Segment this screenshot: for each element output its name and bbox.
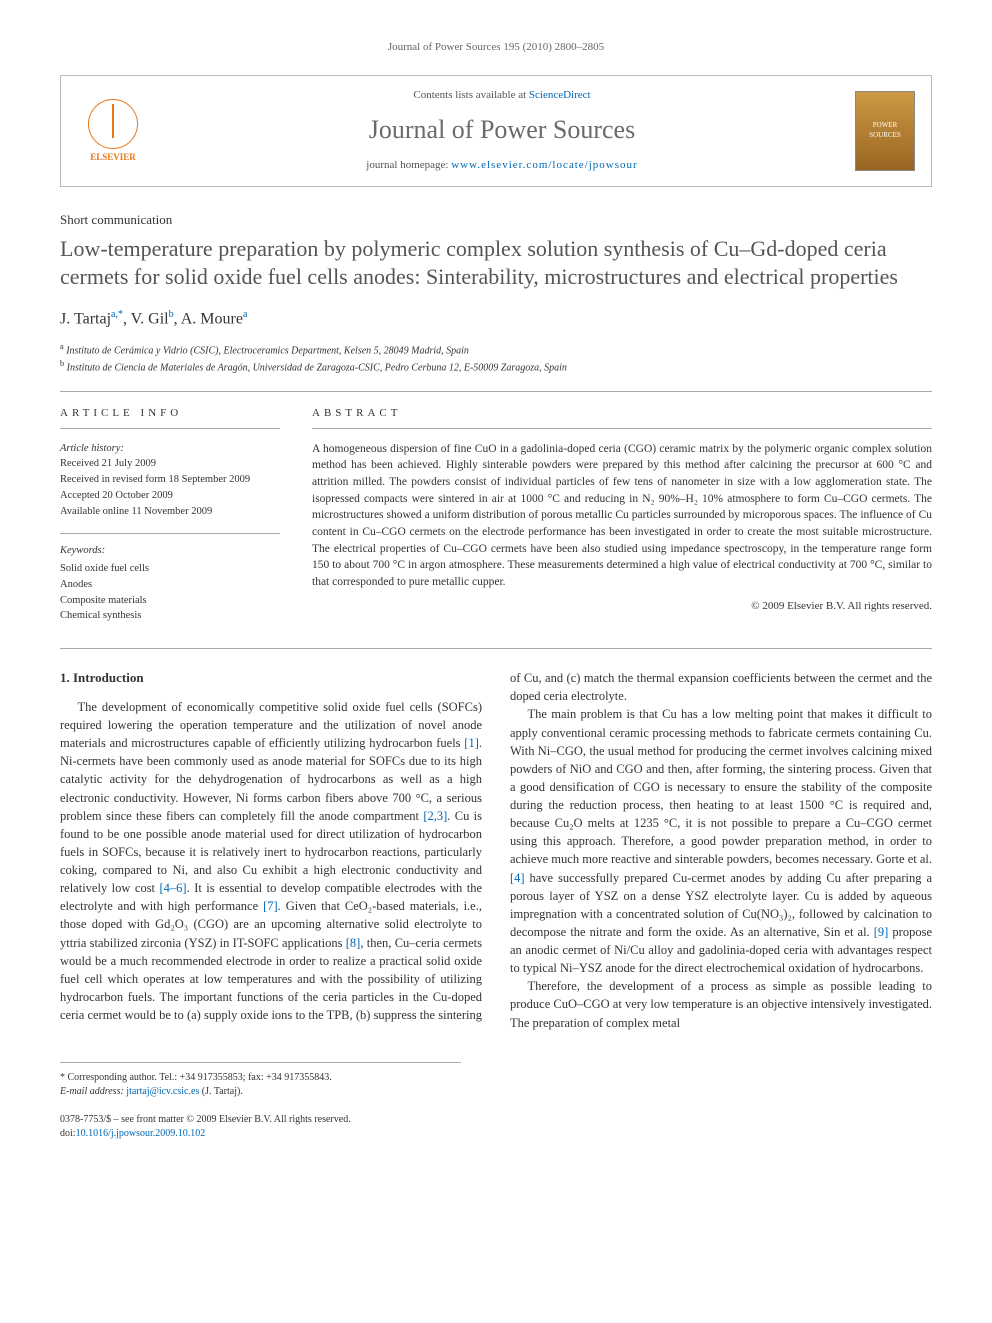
elsevier-logo: ELSEVIER [77,91,149,171]
ref-link[interactable]: [7] [263,899,278,913]
section-heading-intro: 1. Introduction [60,669,482,688]
article-history: Article history: Received 21 July 2009 R… [60,441,280,520]
abstract-heading: ABSTRACT [312,406,932,428]
intro-paragraph-3: Therefore, the development of a process … [510,977,932,1031]
journal-name: Journal of Power Sources [165,112,839,148]
running-header: Journal of Power Sources 195 (2010) 2800… [60,40,932,55]
doi-link[interactable]: 10.1016/j.jpowsour.2009.10.102 [76,1128,206,1139]
article-info-column: ARTICLE INFO Article history: Received 2… [60,406,280,624]
history-received: Received 21 July 2009 [60,456,280,472]
ref-link[interactable]: [2,3] [423,809,447,823]
divider [60,533,280,534]
keywords-list: Solid oxide fuel cells Anodes Composite … [60,561,280,624]
intro-paragraph-2: The main problem is that Cu has a low me… [510,705,932,977]
elsevier-tree-icon [88,99,138,149]
doi-block: 0378-7753/$ – see front matter © 2009 El… [60,1113,932,1141]
ref-link[interactable]: [8] [346,936,361,950]
issn-line: 0378-7753/$ – see front matter © 2009 El… [60,1113,932,1127]
corr-author: * Corresponding author. Tel.: +34 917355… [60,1071,461,1085]
sciencedirect-link[interactable]: ScienceDirect [529,89,591,101]
keyword: Composite materials [60,593,280,609]
homepage-link[interactable]: www.elsevier.com/locate/jpowsour [451,159,637,171]
article-type: Short communication [60,211,932,229]
ref-link[interactable]: [4] [510,871,525,885]
keyword: Anodes [60,577,280,593]
info-heading: ARTICLE INFO [60,406,280,428]
masthead-center: Contents lists available at ScienceDirec… [165,88,839,173]
ref-link[interactable]: [4–6] [160,881,187,895]
info-abstract-row: ARTICLE INFO Article history: Received 2… [60,391,932,624]
corresponding-footer: * Corresponding author. Tel.: +34 917355… [60,1062,461,1099]
homepage-prefix: journal homepage: [366,159,451,171]
email-link[interactable]: jtartaj@icv.csic.es [126,1086,199,1097]
masthead: ELSEVIER Contents lists available at Sci… [60,75,932,186]
keywords-label: Keywords: [60,544,280,559]
keyword: Chemical synthesis [60,608,280,624]
elsevier-text: ELSEVIER [90,151,136,164]
contents-line: Contents lists available at ScienceDirec… [165,88,839,103]
affiliations: a Instituto de Cerámica y Vidrio (CSIC),… [60,341,932,376]
section-divider [60,648,932,649]
journal-cover-thumb: POWER SOURCES [855,91,915,171]
abstract-copyright: © 2009 Elsevier B.V. All rights reserved… [312,599,932,614]
contents-prefix: Contents lists available at [413,89,528,101]
abstract-column: ABSTRACT A homogeneous dispersion of fin… [312,406,932,624]
ref-link[interactable]: [1] [464,736,479,750]
affiliation-b: b Instituto de Ciencia de Materiales de … [60,358,932,375]
corr-email: E-mail address: jtartaj@icv.csic.es (J. … [60,1085,461,1099]
history-label: Article history: [60,441,280,457]
body-text: 1. Introduction The development of econo… [60,669,932,1032]
authors: J. Tartaja,*, V. Gilb, A. Mourea [60,308,932,331]
ref-link[interactable]: [9] [874,925,889,939]
history-online: Available online 11 November 2009 [60,504,280,520]
affiliation-a: a Instituto de Cerámica y Vidrio (CSIC),… [60,341,932,358]
keyword: Solid oxide fuel cells [60,561,280,577]
article-title: Low-temperature preparation by polymeric… [60,235,932,292]
doi-line: doi:10.1016/j.jpowsour.2009.10.102 [60,1127,932,1141]
history-accepted: Accepted 20 October 2009 [60,488,280,504]
abstract-text: A homogeneous dispersion of fine CuO in … [312,441,932,591]
journal-homepage: journal homepage: www.elsevier.com/locat… [165,158,839,173]
history-revised: Received in revised form 18 September 20… [60,472,280,488]
